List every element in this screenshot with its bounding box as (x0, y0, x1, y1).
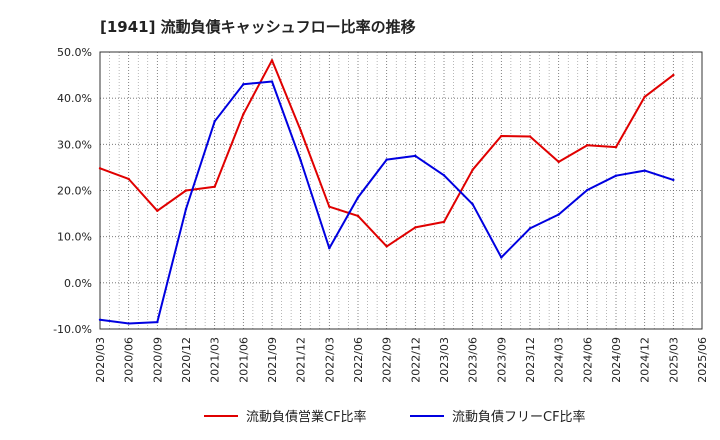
series-2-point (414, 154, 417, 158)
x-tick-label: 2023/12 (524, 337, 537, 383)
series-2-point (213, 120, 216, 123)
series-2-point (557, 213, 560, 216)
x-tick-label: 2021/06 (237, 337, 250, 383)
x-tick-label: 2024/09 (610, 337, 623, 383)
x-tick-label: 2020/06 (123, 337, 136, 383)
series-1-point (528, 135, 532, 138)
series-1-point (385, 245, 388, 248)
series-1-point (672, 73, 675, 77)
series-1-point (213, 185, 216, 189)
x-tick-label: 2023/03 (438, 337, 451, 383)
series-1-point (270, 59, 274, 62)
y-tick-label: 30.0% (57, 138, 92, 151)
series-2-point (98, 318, 102, 321)
plot-border (99, 51, 703, 330)
x-tick-label: 2022/06 (352, 337, 365, 383)
x-tick-label: 2025/06 (696, 337, 709, 383)
series-2-point (442, 174, 446, 177)
series-1-point (442, 220, 446, 224)
x-tick-label: 2023/09 (495, 337, 508, 383)
series-2-point (643, 169, 646, 172)
series-2-point (586, 188, 589, 192)
series-2-point (127, 322, 130, 325)
series-2-point (385, 158, 388, 161)
x-tick-label: 2023/06 (467, 337, 480, 383)
y-tick-label: -10.0% (53, 323, 92, 336)
legend-label-2: 流動負債フリーCF比率 (452, 409, 586, 425)
x-tick-label: 2022/12 (409, 337, 422, 383)
y-tick-label: 0.0% (64, 277, 92, 290)
series-1-point (471, 168, 474, 171)
x-tick-label: 2020/09 (151, 337, 164, 383)
series-1-point (299, 129, 302, 132)
series-1-point (242, 113, 245, 116)
series-2-point (156, 320, 159, 324)
series-2-point (270, 80, 274, 83)
x-tick-label: 2024/03 (553, 337, 566, 383)
series-2-point (299, 159, 302, 162)
x-tick-label: 2022/03 (323, 337, 336, 383)
y-tick-label: 50.0% (57, 46, 92, 59)
series-1-point (500, 134, 503, 138)
series-1-point (127, 177, 130, 181)
series-1-point (98, 167, 102, 170)
series-1-point (184, 189, 188, 192)
x-tick-label: 2020/03 (94, 337, 107, 383)
x-tick-label: 2021/03 (209, 337, 222, 383)
chart-title: [1941] 流動負債キャッシュフロー比率の推移 (100, 18, 416, 36)
x-tick-label: 2024/06 (581, 337, 594, 383)
series-1-point (328, 205, 331, 208)
x-tick-label: 2021/09 (266, 337, 279, 383)
series-1-point (614, 145, 618, 149)
series-2-point (500, 256, 503, 259)
x-tick-label: 2025/03 (667, 337, 680, 383)
x-tick-label: 2024/12 (639, 337, 652, 383)
x-tick-label: 2022/09 (381, 337, 394, 383)
series-1-point (586, 144, 589, 147)
y-tick-label: 40.0% (57, 92, 92, 105)
series-1-point (414, 226, 417, 229)
y-tick-label: 10.0% (57, 231, 92, 244)
y-tick-label: 20.0% (57, 185, 92, 198)
series-2-point (614, 174, 618, 177)
series-2-point (242, 83, 245, 86)
series-2-point (328, 247, 331, 250)
series-2-point (184, 207, 188, 211)
legend-label-1: 流動負債営業CF比率 (246, 409, 367, 425)
series-1-point (156, 209, 159, 213)
series-1-point (356, 214, 360, 218)
x-tick-label: 2020/12 (180, 337, 193, 383)
series-1-point (557, 160, 560, 164)
series-2-point (356, 196, 360, 199)
series-2-point (528, 227, 532, 230)
x-tick-label: 2021/12 (295, 337, 308, 383)
series-2-point (672, 178, 675, 182)
series-2-point (471, 203, 474, 206)
series-1-point (643, 95, 646, 98)
